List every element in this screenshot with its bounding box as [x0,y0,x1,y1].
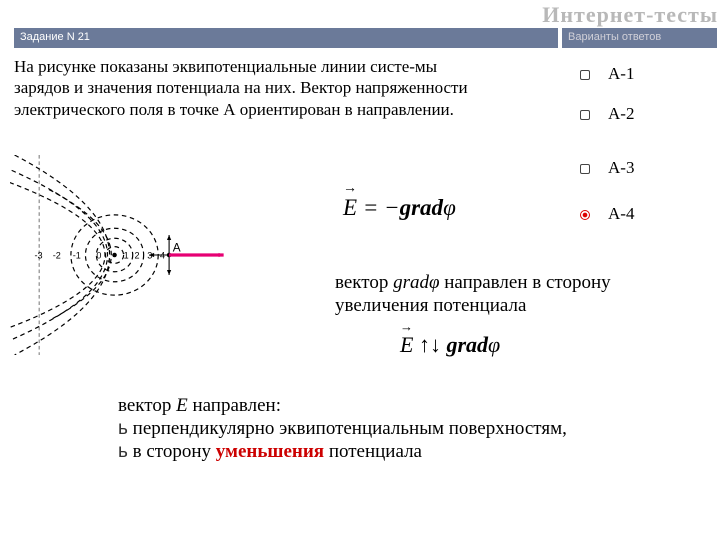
line1: вектор E направлен: [118,395,678,418]
svg-text:-2: -2 [53,251,61,261]
formula-e-antiparallel: E ↑↓ gradφ [400,332,500,358]
svg-text:1: 1 [124,251,129,261]
equipotential-diagram: -3-2-101234A [10,155,350,355]
answer-a4[interactable]: A-4 [580,204,634,224]
answer-label: A-3 [608,158,634,177]
radio-selected-icon [580,210,590,220]
line2: ь перпендикулярно эквипотенциальным пове… [118,418,678,441]
svg-text:2: 2 [135,251,140,261]
radio-icon [580,110,590,120]
svg-text:-3: -3 [35,251,43,261]
answer-label: A-2 [608,104,634,123]
line3: ь в сторону уменьшения потенциала [118,441,678,464]
svg-text:-1: -1 [73,251,81,261]
task-header: Задание N 21 [14,28,558,48]
answer-a2[interactable]: A-2 [580,104,634,124]
svg-text:4: 4 [160,251,165,261]
answer-a3[interactable]: A-3 [580,158,634,178]
svg-text:0: 0 [96,251,101,261]
vector-E: E [343,195,357,220]
answer-label: A-4 [608,204,634,223]
gradphi-explanation: вектор gradφ направлен в сторону увеличе… [335,272,705,318]
svg-text:A: A [173,240,181,254]
radio-icon [580,70,590,80]
answer-a1[interactable]: A-1 [580,64,634,84]
formula-e-gradphi: E = −gradφ [343,195,456,221]
radio-icon [580,164,590,174]
watermark: Интернет-тесты [542,2,718,28]
answers-header: Варианты ответов [562,28,717,48]
question-text: На рисунке показаны эквипотенциальные ли… [14,56,484,120]
answer-label: A-1 [608,64,634,83]
vector-E: E [400,332,413,357]
e-direction-explanation: вектор E направлен: ь перпендикулярно эк… [118,395,678,463]
